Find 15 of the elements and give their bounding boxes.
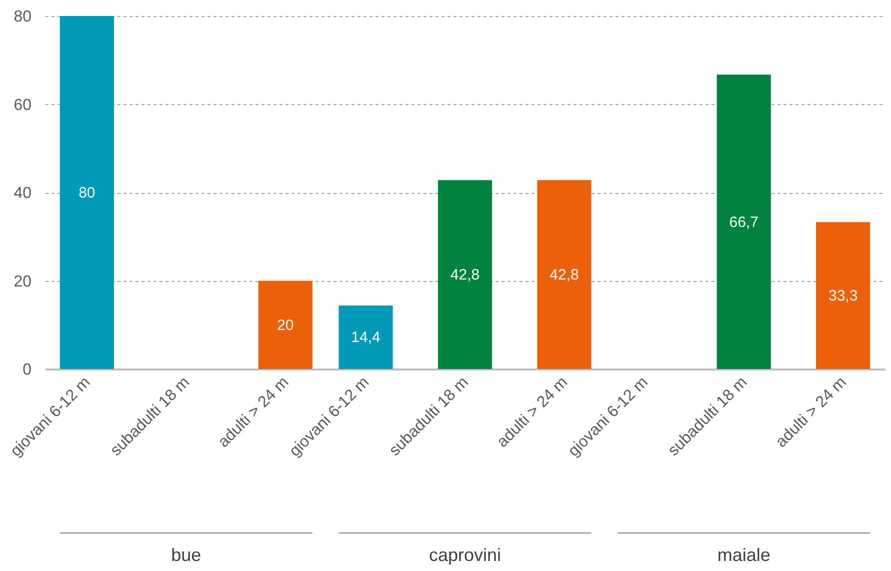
text: caprovini [428,545,502,565]
data-label: 42,8 [550,266,579,284]
text: bue [171,545,202,565]
text: maiale [717,545,770,565]
data-label: 20 [277,316,294,334]
y-tick-label: 20 [14,273,32,290]
data-label: 80 [78,184,96,202]
data-label: 42,8 [450,266,480,284]
y-tick-label: 0 [22,362,32,378]
data-label: 14,4 [351,329,380,346]
y-tick-label: 60 [14,96,32,114]
data-label: 66,7 [729,214,758,231]
y-tick-label: 40 [14,185,32,202]
y-tick-label: 80 [14,8,32,26]
data-label: 33,3 [828,288,858,305]
